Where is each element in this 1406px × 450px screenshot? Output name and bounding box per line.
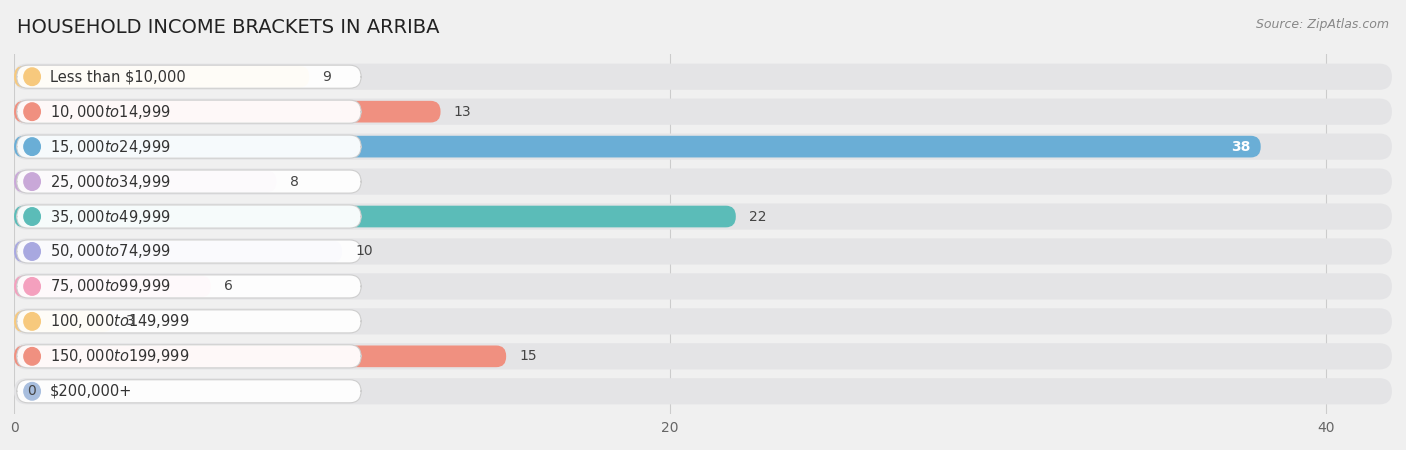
FancyBboxPatch shape [17, 345, 361, 368]
FancyBboxPatch shape [17, 100, 361, 123]
Circle shape [24, 313, 41, 330]
Text: HOUSEHOLD INCOME BRACKETS IN ARRIBA: HOUSEHOLD INCOME BRACKETS IN ARRIBA [17, 18, 439, 37]
FancyBboxPatch shape [17, 135, 361, 158]
FancyBboxPatch shape [17, 205, 361, 228]
FancyBboxPatch shape [17, 275, 361, 298]
Circle shape [24, 138, 41, 155]
FancyBboxPatch shape [14, 134, 1392, 160]
FancyBboxPatch shape [14, 171, 277, 193]
FancyBboxPatch shape [14, 203, 1392, 230]
Text: $75,000 to $99,999: $75,000 to $99,999 [51, 278, 172, 296]
Circle shape [24, 382, 41, 400]
FancyBboxPatch shape [17, 240, 361, 263]
FancyBboxPatch shape [14, 275, 211, 297]
Text: 3: 3 [125, 315, 135, 328]
FancyBboxPatch shape [14, 66, 309, 88]
Text: Source: ZipAtlas.com: Source: ZipAtlas.com [1256, 18, 1389, 31]
Text: Less than $10,000: Less than $10,000 [51, 69, 186, 84]
Circle shape [24, 103, 41, 121]
FancyBboxPatch shape [17, 310, 361, 333]
Text: 8: 8 [290, 175, 298, 189]
Circle shape [24, 173, 41, 190]
Text: $35,000 to $49,999: $35,000 to $49,999 [51, 207, 172, 225]
Circle shape [24, 243, 41, 260]
Text: 38: 38 [1232, 140, 1251, 153]
FancyBboxPatch shape [14, 273, 1392, 300]
FancyBboxPatch shape [14, 308, 1392, 334]
FancyBboxPatch shape [14, 101, 440, 122]
FancyBboxPatch shape [14, 99, 1392, 125]
Text: $50,000 to $74,999: $50,000 to $74,999 [51, 243, 172, 261]
Circle shape [24, 68, 41, 86]
Circle shape [24, 278, 41, 295]
Text: $150,000 to $199,999: $150,000 to $199,999 [51, 347, 190, 365]
Text: $25,000 to $34,999: $25,000 to $34,999 [51, 172, 172, 190]
FancyBboxPatch shape [14, 168, 1392, 195]
FancyBboxPatch shape [14, 238, 1392, 265]
Text: 22: 22 [749, 210, 766, 224]
Circle shape [24, 347, 41, 365]
Text: 13: 13 [454, 105, 471, 119]
FancyBboxPatch shape [14, 378, 1392, 405]
FancyBboxPatch shape [14, 206, 735, 227]
Text: 15: 15 [519, 349, 537, 363]
Text: 10: 10 [356, 244, 373, 258]
FancyBboxPatch shape [14, 136, 1261, 158]
Text: 6: 6 [224, 279, 233, 293]
Text: 0: 0 [27, 384, 37, 398]
Text: $200,000+: $200,000+ [51, 384, 132, 399]
Text: 9: 9 [322, 70, 332, 84]
Text: $100,000 to $149,999: $100,000 to $149,999 [51, 312, 190, 330]
Text: $15,000 to $24,999: $15,000 to $24,999 [51, 138, 172, 156]
FancyBboxPatch shape [14, 63, 1392, 90]
FancyBboxPatch shape [14, 343, 1392, 369]
FancyBboxPatch shape [14, 241, 342, 262]
FancyBboxPatch shape [17, 170, 361, 193]
FancyBboxPatch shape [17, 65, 361, 88]
Circle shape [24, 208, 41, 225]
FancyBboxPatch shape [14, 310, 112, 332]
FancyBboxPatch shape [14, 346, 506, 367]
Text: $10,000 to $14,999: $10,000 to $14,999 [51, 103, 172, 121]
FancyBboxPatch shape [17, 380, 361, 403]
